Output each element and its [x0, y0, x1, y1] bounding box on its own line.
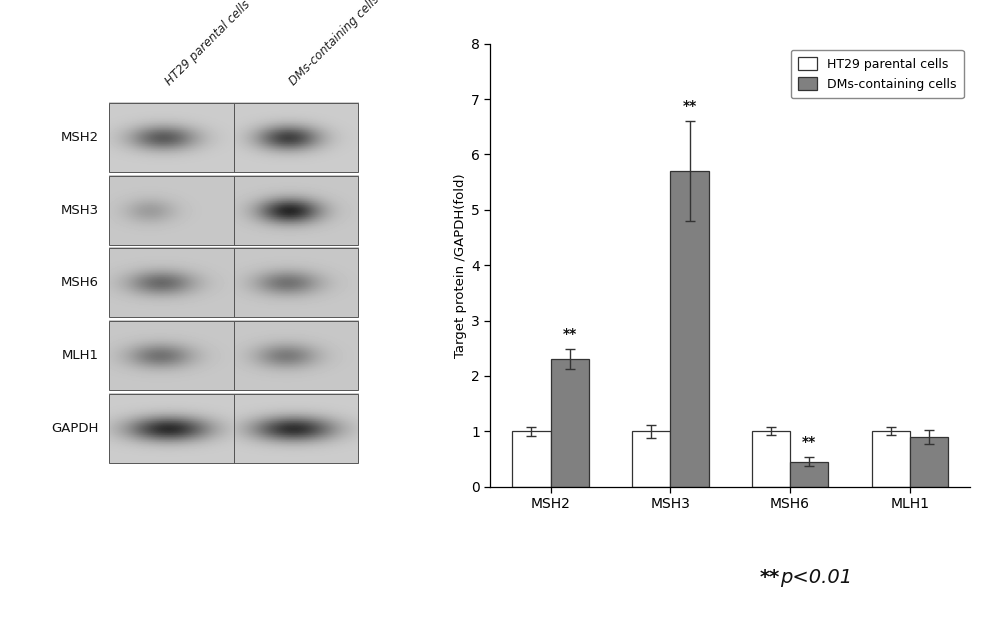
Text: **: ** [563, 327, 577, 341]
Bar [512, 431, 551, 487]
Legend: HT29 parental cells, DMs-containing cells: HT29 parental cells, DMs-containing cell… [790, 50, 964, 99]
Text: DMs-containing cells: DMs-containing cells [287, 0, 382, 88]
Text: MSH3: MSH3 [61, 204, 99, 217]
Text: MSH2: MSH2 [61, 131, 99, 144]
Text: **: ** [760, 568, 780, 587]
Text: MLH1: MLH1 [62, 349, 99, 362]
Text: MSH6: MSH6 [61, 276, 99, 290]
Y-axis label: Target protein /GAPDH(fold): Target protein /GAPDH(fold) [454, 173, 467, 358]
Text: GAPDH: GAPDH [51, 422, 99, 435]
Bar [632, 431, 670, 487]
Bar [872, 431, 910, 487]
Text: **: ** [802, 435, 816, 449]
Bar [551, 359, 589, 487]
Bar [752, 431, 790, 487]
Text: **: ** [682, 99, 697, 113]
Text: HT29 parental cells: HT29 parental cells [162, 0, 253, 88]
Bar [790, 462, 828, 487]
Text: p<0.01: p<0.01 [780, 568, 852, 587]
Bar [910, 437, 948, 487]
Bar [670, 171, 709, 487]
